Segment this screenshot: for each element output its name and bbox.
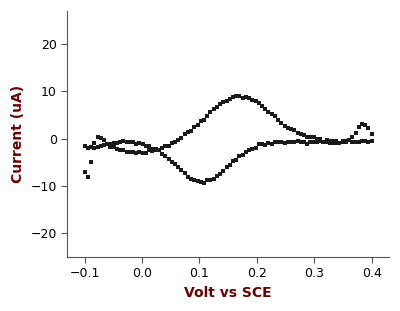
X-axis label: Volt vs SCE: Volt vs SCE xyxy=(184,286,272,300)
Y-axis label: Current (uA): Current (uA) xyxy=(11,85,25,183)
